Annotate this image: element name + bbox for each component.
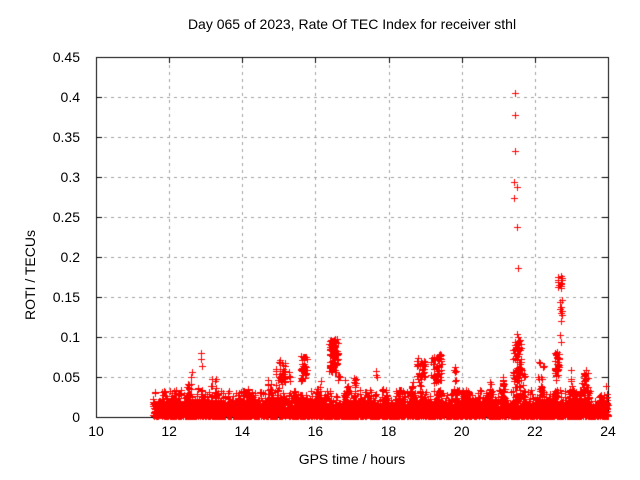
- x-tick-label: 10: [88, 423, 104, 439]
- x-tick-label: 20: [453, 423, 470, 439]
- chart-title: Day 065 of 2023, Rate Of TEC Index for r…: [187, 16, 517, 32]
- y-tick-label: 0.15: [52, 289, 80, 305]
- y-tick-label: 0.25: [52, 209, 80, 225]
- y-tick-label: 0.2: [60, 249, 80, 265]
- y-tick-label: 0.05: [52, 369, 80, 385]
- x-axis-label: GPS time / hours: [298, 451, 406, 467]
- y-axis-label: ROTI / TECUs: [22, 230, 38, 320]
- y-tick-label: 0.35: [52, 129, 80, 145]
- x-tick-label: 18: [380, 423, 397, 439]
- x-tick-label: 16: [307, 423, 324, 439]
- y-tick-label: 0.4: [60, 89, 80, 105]
- y-tick-label: 0.45: [52, 49, 80, 65]
- y-tick-label: 0: [72, 409, 80, 425]
- x-tick-label: 12: [161, 423, 177, 439]
- x-tick-label: 22: [527, 423, 543, 439]
- x-tick-label: 24: [600, 423, 616, 439]
- y-tick-label: 0.3: [60, 169, 80, 185]
- x-tick-label: 14: [234, 423, 251, 439]
- y-tick-label: 0.1: [60, 329, 80, 345]
